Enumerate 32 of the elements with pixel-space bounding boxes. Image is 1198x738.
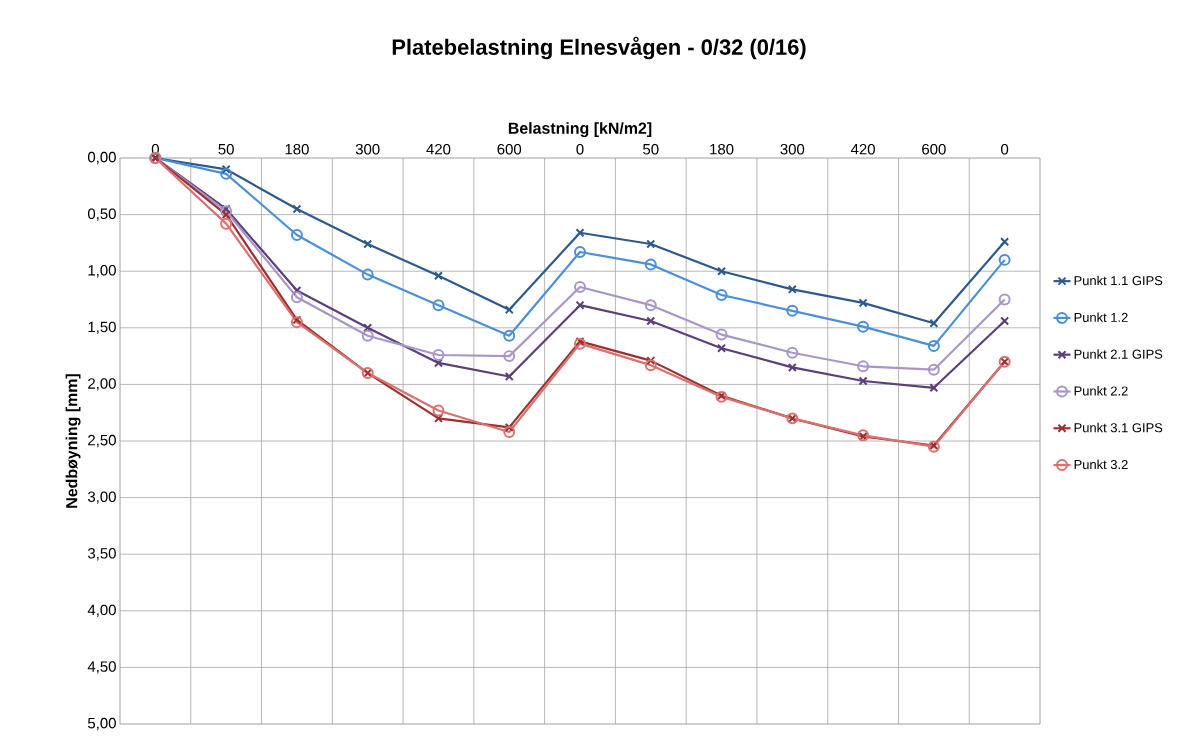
legend-label: Punkt 1.1 GIPS [1074,275,1163,286]
y-tick-label: 2,50 [88,434,116,448]
legend-label: Punkt 2.1 GIPS [1074,349,1163,359]
y-tick-label: 3,50 [87,548,116,561]
x-tick-label: 50 [643,143,659,155]
x-tick-label: 180 [285,143,309,155]
y-tick-label: 4,00 [87,604,116,617]
y-tick-label: 0,50 [87,208,116,221]
x-tick-label: 600 [497,143,522,155]
x-tick-label: 600 [922,143,946,155]
x-tick-label: 300 [355,143,380,155]
y-tick-label: 0,00 [87,151,116,165]
legend-label: Punkt 3.2 [1074,459,1128,470]
y-tick-label: 1,50 [88,321,116,334]
y-tick-label: 5,00 [87,717,116,731]
x-tick-label: 300 [780,143,805,155]
y-tick-label: 4,50 [87,661,116,674]
y-tick-label: 1,00 [88,265,116,278]
legend-label: Punkt 1.2 [1074,312,1128,322]
y-tick-label: 2,00 [88,378,116,391]
chart-title: Platebelastning Elnesvågen - 0/32 (0/16) [392,36,806,60]
legend-label: Punkt 3.1 GIPS [1074,422,1163,433]
x-tick-label: 420 [850,143,875,155]
x-tick-label: 50 [218,143,234,155]
x-tick-label: 0 [1001,143,1009,155]
x-axis-title: Belastning [kN/m2] [508,122,652,138]
x-tick-label: 420 [426,143,451,155]
y-axis-title: Nedbøyning [mm] [65,374,81,508]
y-tick-label: 3,00 [87,491,116,504]
x-tick-label: 180 [710,143,734,155]
legend-label: Punkt 2.2 [1074,386,1128,396]
x-tick-label: 0 [576,143,584,155]
